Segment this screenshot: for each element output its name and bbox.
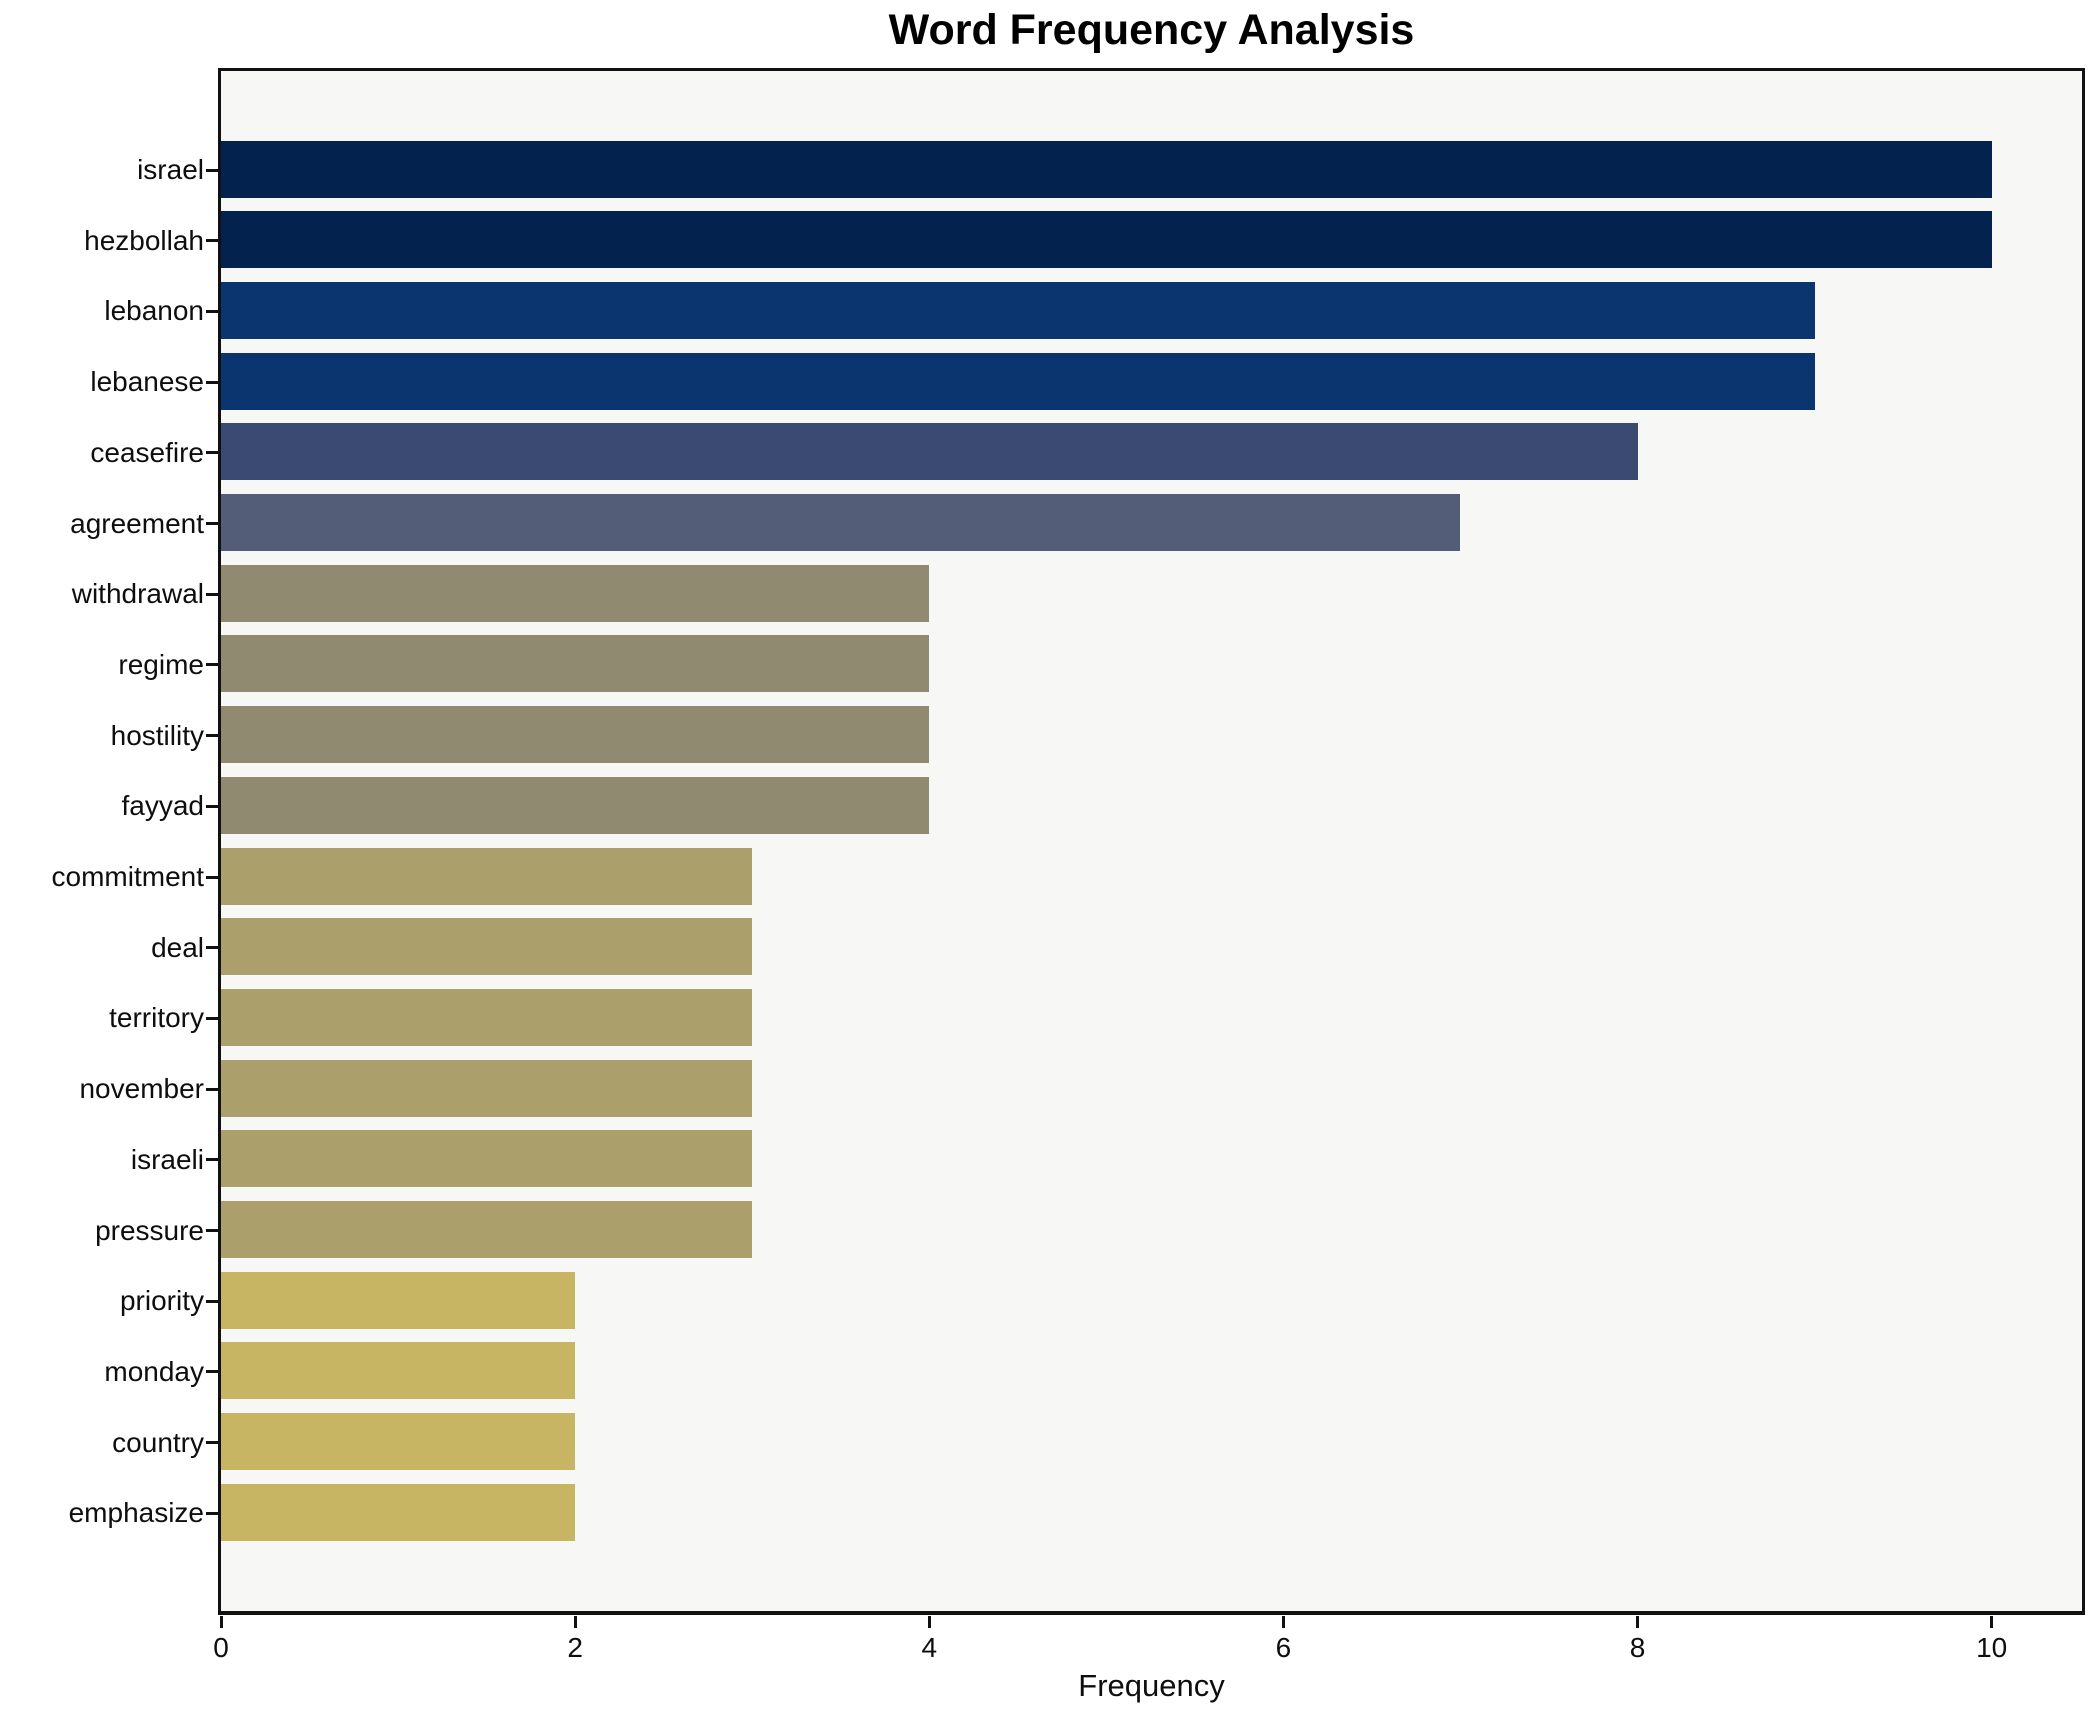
y-tick-mark xyxy=(206,1299,218,1303)
bar-israel xyxy=(221,140,1992,198)
y-tick-label-november: november xyxy=(79,1073,204,1105)
chart-title: Word Frequency Analysis xyxy=(888,6,1415,54)
y-tick-label-deal: deal xyxy=(151,931,204,963)
y-tick-mark xyxy=(206,734,218,738)
y-tick-mark xyxy=(206,1511,218,1515)
y-tick-mark xyxy=(206,804,218,808)
bar-israeli xyxy=(221,1130,753,1188)
y-tick-label-lebanon: lebanon xyxy=(104,295,204,327)
y-tick-mark xyxy=(206,946,218,950)
y-tick-mark xyxy=(206,1441,218,1445)
x-tick-label-2: 2 xyxy=(567,1632,583,1663)
x-tick-mark xyxy=(573,1616,577,1628)
y-tick-label-country: country xyxy=(112,1426,204,1458)
bar-fayyad xyxy=(221,776,930,834)
y-tick-label-lebanese: lebanese xyxy=(90,366,204,398)
y-tick-mark xyxy=(206,1016,218,1020)
y-tick-label-priority: priority xyxy=(119,1285,204,1317)
bar-ceasefire xyxy=(221,423,1638,481)
y-tick-label-hostility: hostility xyxy=(110,719,204,751)
y-tick-label-withdrawal: withdrawal xyxy=(71,578,204,610)
y-tick-mark xyxy=(206,592,218,596)
x-tick-label-0: 0 xyxy=(213,1632,229,1663)
x-tick-label-4: 4 xyxy=(921,1632,938,1663)
y-tick-label-israel: israel xyxy=(137,154,204,185)
y-tick-mark xyxy=(206,1229,218,1232)
bar-hostility xyxy=(221,706,930,764)
bar-november xyxy=(221,1059,753,1117)
x-tick-label-6: 6 xyxy=(1275,1632,1292,1663)
bar-territory xyxy=(221,988,753,1046)
y-tick-mark xyxy=(206,522,218,525)
bar-lebanon xyxy=(221,281,1815,339)
bar-regime xyxy=(221,635,930,693)
plot-area xyxy=(218,68,2085,1615)
x-tick-mark xyxy=(219,1616,223,1628)
y-tick-label-ceasefire: ceasefire xyxy=(90,436,204,468)
y-tick-label-hezbollah: hezbollah xyxy=(84,224,204,256)
bar-priority xyxy=(221,1271,576,1329)
y-tick-label-pressure: pressure xyxy=(95,1214,204,1246)
y-tick-label-monday: monday xyxy=(104,1355,204,1387)
y-tick-mark xyxy=(206,663,218,667)
bar-emphasize xyxy=(221,1483,576,1541)
y-tick-mark xyxy=(206,168,218,172)
y-tick-label-agreement: agreement xyxy=(70,507,204,539)
y-tick-mark xyxy=(206,1370,218,1374)
bar-country xyxy=(221,1413,576,1471)
x-axis-label: Frequency xyxy=(1078,1668,1225,1703)
bar-withdrawal xyxy=(221,564,930,622)
x-tick-label-8: 8 xyxy=(1629,1632,1646,1663)
y-tick-mark xyxy=(206,239,218,243)
x-tick-mark xyxy=(1990,1616,1994,1628)
y-tick-label-israeli: israeli xyxy=(130,1143,204,1175)
y-tick-label-territory: territory xyxy=(109,1002,204,1034)
y-tick-label-emphasize: emphasize xyxy=(68,1497,204,1529)
bar-deal xyxy=(221,918,753,976)
x-tick-mark xyxy=(927,1616,931,1628)
y-tick-mark xyxy=(206,875,218,879)
bar-hezbollah xyxy=(221,211,1992,269)
y-tick-mark xyxy=(206,451,218,455)
y-tick-label-fayyad: fayyad xyxy=(121,790,205,822)
y-tick-mark xyxy=(206,309,218,313)
y-tick-label-commitment: commitment xyxy=(51,861,204,892)
bar-commitment xyxy=(221,847,753,905)
x-tick-label-10: 10 xyxy=(1976,1632,2008,1663)
x-tick-mark xyxy=(1281,1616,1285,1628)
bar-lebanese xyxy=(221,352,1815,410)
bar-pressure xyxy=(221,1201,753,1258)
y-tick-mark xyxy=(206,1087,218,1091)
y-tick-mark xyxy=(206,1158,218,1162)
bar-monday xyxy=(221,1342,576,1400)
x-tick-mark xyxy=(1636,1616,1640,1628)
y-tick-label-regime: regime xyxy=(118,648,204,680)
y-tick-mark xyxy=(206,380,218,384)
bar-agreement xyxy=(221,494,1461,551)
